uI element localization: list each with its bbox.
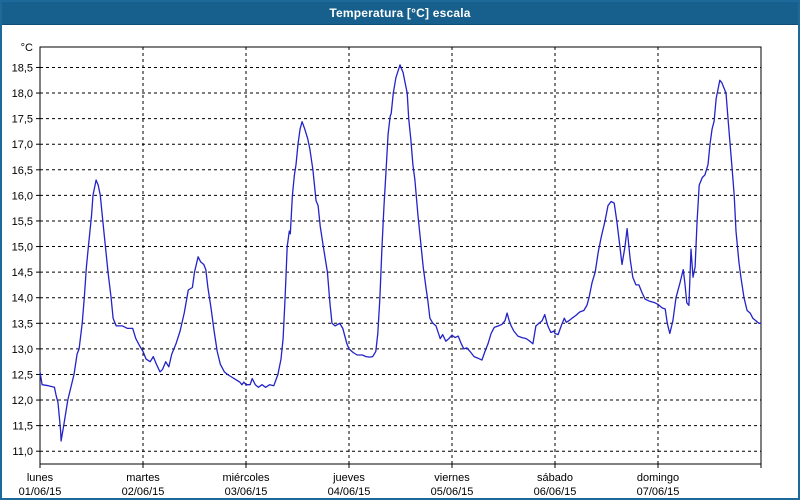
y-tick-label: 13,5	[12, 318, 33, 330]
y-tick-label: 17,5	[12, 114, 33, 126]
title-bar: Temperatura [°C] escala	[2, 2, 798, 25]
day-date-label: 03/06/15	[225, 486, 268, 498]
y-tick-label: 15,0	[12, 242, 33, 254]
day-date-label: 05/06/15	[431, 486, 474, 498]
day-name-label: miércoles	[222, 472, 270, 484]
day-name-label: jueves	[332, 472, 365, 484]
x-gridlines	[142, 47, 659, 464]
plot-border	[39, 46, 762, 465]
y-tick-label: 15,5	[12, 216, 33, 228]
day-date-label: 04/06/15	[328, 486, 371, 498]
y-tick-label: 17,0	[12, 139, 33, 151]
x-axis-labels: lunes 01/06/15 martes 02/06/15 miércoles 03/0…	[19, 464, 762, 498]
chart-svg: 18,5 18,0 17,5 17,0 16,5 16,0 15,5 15,0 14,5 14,0…	[12, 42, 762, 498]
y-tick-label: 18,0	[12, 88, 33, 100]
y-tick-label: 14,5	[12, 267, 33, 279]
day-name-label: domingo	[637, 472, 679, 484]
day-name-label: martes	[126, 472, 160, 484]
y-tick-label: 13,0	[12, 344, 33, 356]
y-tick-label: 11,5	[12, 421, 33, 433]
day-date-label: 01/06/15	[19, 486, 62, 498]
day-date-label: 06/06/15	[534, 486, 577, 498]
y-tick-label: 18,5	[12, 62, 33, 74]
chart-title: Temperatura [°C] escala	[329, 6, 471, 20]
y-tick-label: 11,0	[12, 446, 33, 458]
day-name-label: sábado	[537, 472, 573, 484]
day-name-label: lunes	[27, 472, 54, 484]
temperature-line	[39, 64, 762, 442]
y-tick-label: 12,0	[12, 395, 33, 407]
y-axis-unit-label: °C	[21, 42, 33, 54]
y-tick-labels: 18,5 18,0 17,5 17,0 16,5 16,0 15,5 15,0 14,5 14,0…	[12, 62, 33, 458]
y-tick-label: 16,5	[12, 165, 33, 177]
day-name-label: viernes	[434, 472, 470, 484]
day-date-label: 02/06/15	[122, 486, 165, 498]
y-tick-label: 16,0	[12, 190, 33, 202]
day-date-label: 07/06/15	[637, 486, 680, 498]
y-tick-label: 12,5	[12, 369, 33, 381]
chart-area: 18,5 18,0 17,5 17,0 16,5 16,0 15,5 15,0 14,5 14,0…	[2, 25, 798, 498]
y-tick-label: 14,0	[12, 293, 33, 305]
y-gridlines	[36, 66, 761, 452]
